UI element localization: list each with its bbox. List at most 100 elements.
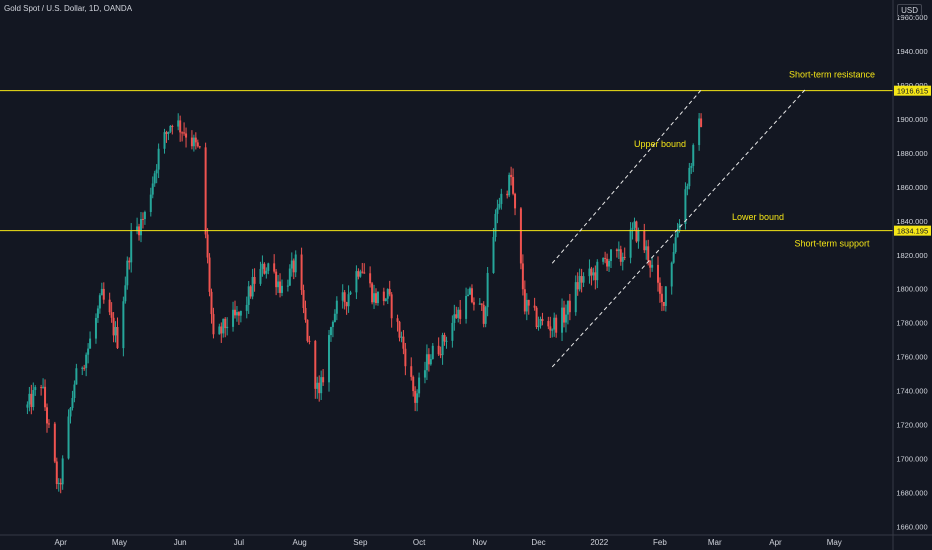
candle-body xyxy=(155,169,158,174)
y-tick-label: 1720.000 xyxy=(896,421,927,430)
candle-body xyxy=(306,319,309,341)
candle xyxy=(69,406,72,424)
candle-body xyxy=(700,118,703,127)
candle-body xyxy=(388,289,391,295)
candle xyxy=(253,268,256,292)
candle xyxy=(116,317,119,350)
candle xyxy=(465,287,468,324)
level-label: Short-term resistance xyxy=(789,70,875,80)
channel-label: Upper bound xyxy=(634,139,686,149)
candle xyxy=(151,176,154,199)
candle-body xyxy=(459,309,462,319)
candle xyxy=(539,316,542,329)
candle xyxy=(67,409,70,460)
candle-body xyxy=(623,256,626,258)
candle xyxy=(662,301,665,311)
candle xyxy=(179,115,182,142)
candle-body xyxy=(555,317,558,333)
candle-body xyxy=(328,335,330,383)
candle-body xyxy=(69,407,72,417)
candle xyxy=(288,264,291,287)
candle xyxy=(198,145,201,149)
candle-body xyxy=(363,272,366,274)
candle-body xyxy=(108,299,111,313)
candle-body xyxy=(320,377,323,394)
candle xyxy=(519,207,522,270)
x-tick-label: Jun xyxy=(174,538,187,547)
candle xyxy=(143,210,146,225)
candle-body xyxy=(130,231,133,263)
candle-body xyxy=(286,285,289,287)
candle-body xyxy=(376,291,379,303)
candle xyxy=(44,379,47,412)
candle xyxy=(114,321,117,343)
candle-body xyxy=(67,416,70,459)
candle xyxy=(629,222,632,264)
candle xyxy=(163,128,166,154)
candle xyxy=(308,335,311,345)
candle xyxy=(492,228,495,274)
candle xyxy=(292,258,295,280)
candle xyxy=(46,403,48,433)
candle-body xyxy=(384,298,387,302)
candle-body xyxy=(664,286,667,306)
candle-body xyxy=(235,312,238,316)
candle-body xyxy=(151,183,154,195)
candle xyxy=(439,346,442,359)
candle xyxy=(190,130,193,150)
candle-body xyxy=(439,354,442,356)
candle xyxy=(210,288,213,324)
candle-body xyxy=(508,174,511,196)
candle-body xyxy=(382,291,385,302)
candle-body xyxy=(212,314,215,335)
candle-body xyxy=(141,219,144,221)
candle xyxy=(87,343,90,364)
candle xyxy=(527,299,530,315)
candle-body xyxy=(686,186,689,190)
y-tick-label: 1880.000 xyxy=(896,149,927,158)
candle xyxy=(369,266,372,288)
candle xyxy=(649,260,652,278)
candle-body xyxy=(478,303,481,305)
candle-body xyxy=(533,305,536,308)
candle-body xyxy=(75,368,78,385)
candle xyxy=(108,292,111,316)
candle xyxy=(331,320,334,338)
candle xyxy=(149,187,152,217)
candle-body xyxy=(692,145,695,166)
candle xyxy=(510,166,513,186)
candle xyxy=(388,280,391,297)
candle-body xyxy=(165,132,168,134)
price-label-bg xyxy=(894,85,931,96)
candle-body xyxy=(629,229,632,258)
candle xyxy=(34,385,37,396)
candle-body xyxy=(451,322,454,341)
candle-body xyxy=(183,132,186,134)
candle xyxy=(102,282,105,304)
candle-body xyxy=(57,482,60,484)
candle xyxy=(194,132,197,150)
candle-body xyxy=(615,249,618,252)
channel-line xyxy=(551,89,702,264)
candle-body xyxy=(226,326,229,329)
candle-body xyxy=(580,276,583,283)
candle-body xyxy=(465,295,468,319)
candle xyxy=(232,301,235,332)
candle xyxy=(126,256,129,290)
candle-body xyxy=(218,326,221,335)
currency-badge[interactable]: USD xyxy=(897,4,922,17)
candle-body xyxy=(206,234,209,258)
candle-body xyxy=(85,354,88,368)
candle xyxy=(124,276,127,304)
candle xyxy=(47,419,50,429)
candle-body xyxy=(658,282,661,294)
candle xyxy=(574,275,577,316)
candle-body xyxy=(482,304,485,324)
candle-body xyxy=(386,289,389,299)
candle xyxy=(83,364,86,371)
candle xyxy=(610,248,612,268)
candle xyxy=(304,300,307,323)
candle-body xyxy=(688,167,691,187)
candle xyxy=(594,265,597,290)
